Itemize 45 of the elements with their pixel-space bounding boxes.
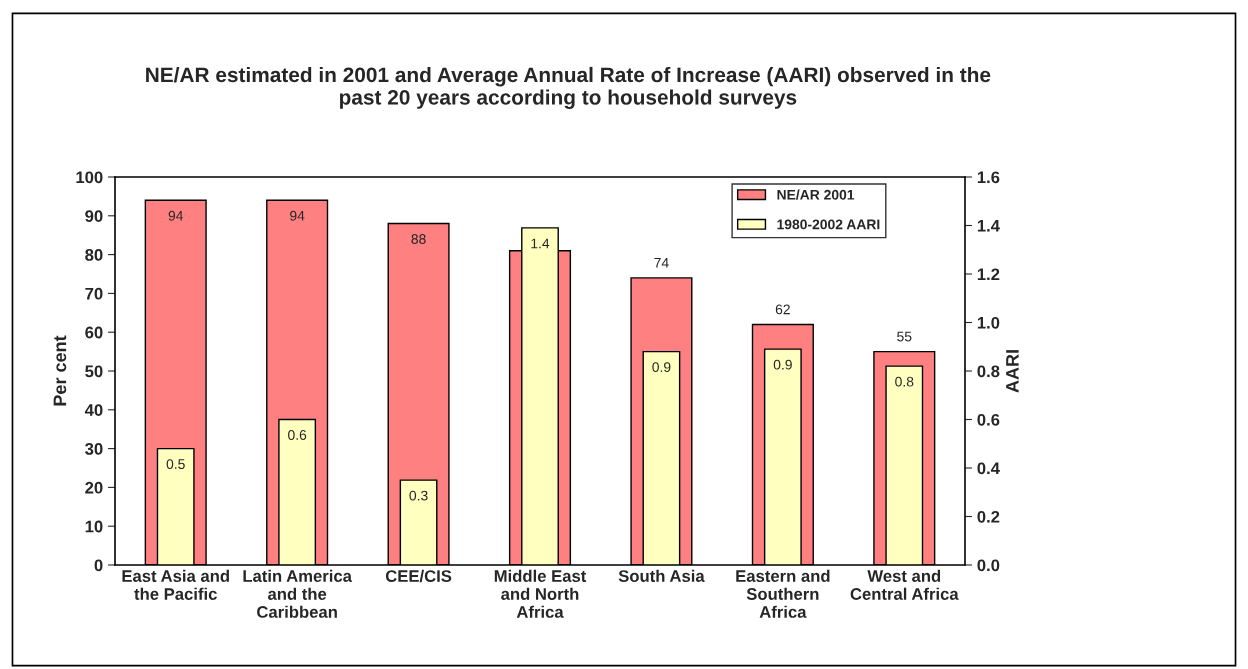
y-tick-label: 20 xyxy=(85,481,103,494)
y2-tick-label: 1.2 xyxy=(977,268,1000,281)
y-axis-title: Per cent xyxy=(53,335,67,406)
data-label: 0.9 xyxy=(652,362,671,372)
data-label: 1.4 xyxy=(531,238,550,249)
x-tick-label: Middle East and North Africa xyxy=(494,569,587,618)
y-tick-label: 70 xyxy=(85,287,103,300)
legend-label: 1980-2002 AARI xyxy=(777,219,880,230)
data-label: 88 xyxy=(411,234,426,244)
chart-title: NE/AR estimated in 2001 and Average Annual Rate of Increase (AARI) observed in the past 20 years according to household surveys xyxy=(146,66,991,109)
data-label: 94 xyxy=(290,210,305,221)
y-tick-label: 90 xyxy=(85,210,103,222)
y-tick-label: 40 xyxy=(84,404,103,416)
data-label: 0.5 xyxy=(166,459,185,469)
data-label: 0.6 xyxy=(288,430,307,440)
x-tick-label: Eastern and Southern Africa xyxy=(736,569,830,618)
x-tick-label: West and Central Africa xyxy=(850,569,959,600)
y-tick-label: 10 xyxy=(85,520,103,533)
y2-tick-label: 1.6 xyxy=(977,171,1000,184)
y2-tick-label: 0.2 xyxy=(977,510,1000,523)
y-tick-label: 100 xyxy=(76,171,103,184)
x-tick-label: CEE/CIS xyxy=(385,569,452,583)
y-tick-label: 30 xyxy=(85,443,103,455)
data-label: 94 xyxy=(168,210,184,221)
data-label: 0.3 xyxy=(409,490,428,501)
y-tick-label: 60 xyxy=(85,326,103,339)
y2-tick-label: 0.6 xyxy=(977,413,1000,426)
y2-axis-title: AARI xyxy=(1006,350,1019,393)
y2-tick-label: 0.8 xyxy=(977,365,1000,378)
x-tick-label: East Asia and the Pacific xyxy=(122,569,229,600)
y-tick-label: 0 xyxy=(94,559,103,572)
data-label: 0.8 xyxy=(895,376,914,387)
legend-label: NE/AR 2001 xyxy=(777,189,855,200)
x-tick-label: South Asia xyxy=(618,569,705,582)
y2-tick-label: 0.4 xyxy=(977,462,1000,475)
y2-tick-label: 0.0 xyxy=(977,559,1000,572)
data-label: 74 xyxy=(654,258,669,268)
data-label: 62 xyxy=(775,304,790,315)
y-tick-label: 50 xyxy=(85,365,103,378)
data-label: 55 xyxy=(897,331,912,342)
y2-tick-label: 1.0 xyxy=(977,316,1000,329)
data-label: 0.9 xyxy=(773,359,792,370)
y-tick-label: 80 xyxy=(85,249,103,261)
y2-tick-label: 1.4 xyxy=(977,220,1000,232)
x-tick-label: Latin America and the Caribbean xyxy=(243,569,353,618)
